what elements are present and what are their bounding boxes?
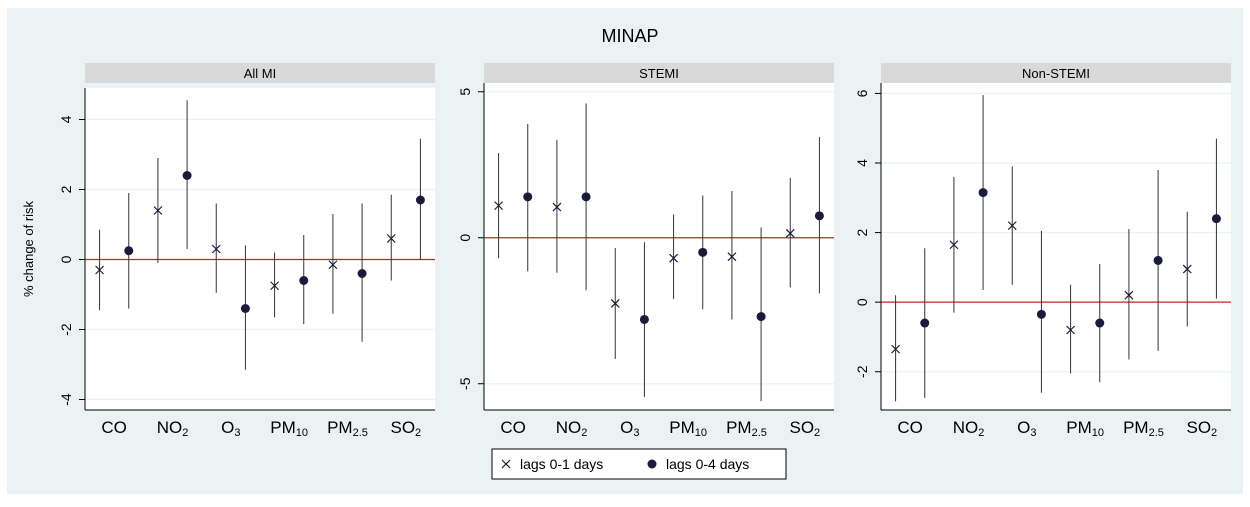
- x-tick-label-so2: SO2: [390, 418, 421, 439]
- point-dot: [920, 318, 930, 328]
- x-tick-label-pm10: PM10: [1066, 418, 1104, 439]
- panel-all-mi: All MI -4 -2 0 2 4 CO NO2 O3 PM10 PM2.5 SO2 % change…: [21, 63, 435, 439]
- panel-non-stemi: Non-STEMI -2 0 2 4 6 CO NO2 O3 PM10 PM2.5 SO2: [854, 63, 1231, 439]
- y-tick-label: 2: [854, 228, 870, 236]
- point-dot: [978, 188, 988, 198]
- series-lags-0-1-days: [95, 158, 396, 318]
- point-x: [891, 344, 901, 354]
- y-tick-label: -2: [854, 365, 870, 378]
- series-lags-0-4-days: [920, 95, 1221, 398]
- panel-title: Non-STEMI: [1022, 66, 1090, 81]
- legend-box: [491, 448, 787, 480]
- point-x: [669, 253, 679, 263]
- series-lags-0-4-days: [523, 103, 824, 402]
- y-tick-label: 4: [58, 115, 74, 123]
- legend-marker-dot: [647, 459, 657, 469]
- point-dot: [1095, 318, 1105, 328]
- point-dot: [1036, 309, 1046, 319]
- plot-area: [881, 83, 1231, 410]
- point-dot: [124, 246, 134, 256]
- panel-strip: [85, 63, 435, 83]
- x-tick-label-so2: SO2: [789, 418, 820, 439]
- y-tick-label: 5: [457, 88, 473, 96]
- point-x: [153, 206, 163, 215]
- y-tick-label: 0: [457, 234, 473, 242]
- x-tick-label-co: CO: [101, 418, 127, 437]
- point-x: [1066, 325, 1076, 335]
- point-x: [328, 260, 338, 270]
- point-dot: [698, 247, 708, 257]
- x-tick-label-pm2-5: PM2.5: [327, 418, 368, 439]
- point-dot: [182, 171, 192, 180]
- legend-label: lags 0-4 days: [666, 456, 749, 472]
- x-tick-label-co: CO: [500, 418, 526, 437]
- point-dot: [581, 192, 591, 202]
- point-dot: [1153, 255, 1163, 265]
- panel-title: STEMI: [639, 66, 679, 81]
- x-tick-label-so2: SO2: [1186, 418, 1217, 439]
- point-x: [494, 201, 504, 211]
- point-dot: [299, 276, 309, 285]
- y-tick-label: 0: [58, 255, 74, 263]
- figure-title: MINAP: [601, 26, 658, 46]
- point-x: [1124, 290, 1134, 300]
- point-x: [727, 252, 737, 262]
- point-x: [386, 234, 396, 243]
- y-tick-label: -5: [457, 377, 473, 390]
- point-x: [949, 240, 959, 250]
- point-x: [95, 265, 105, 275]
- point-x: [610, 299, 620, 308]
- x-tick-label-o3: O3: [1017, 418, 1036, 439]
- point-x: [211, 244, 221, 254]
- x-tick-label-pm10: PM10: [270, 418, 308, 439]
- x-tick-label-co: CO: [897, 418, 923, 437]
- series-lags-0-4-days: [124, 100, 425, 370]
- legend: lags 0-1 days lags 0-4 days: [491, 448, 787, 480]
- point-dot: [415, 195, 425, 205]
- point-dot: [523, 192, 533, 202]
- point-dot: [357, 269, 367, 278]
- point-x: [1182, 264, 1192, 274]
- y-axis-title: % change of risk: [21, 200, 36, 297]
- y-tick-label: 2: [58, 185, 74, 193]
- point-x: [785, 228, 795, 238]
- plot-area: [85, 88, 435, 410]
- point-x: [270, 281, 280, 291]
- series-lags-0-1-days: [494, 139, 795, 359]
- y-tick-label: 4: [854, 159, 870, 167]
- panel-title: All MI: [244, 66, 277, 81]
- panel-strip: [881, 63, 1231, 83]
- x-tick-label-no2: NO2: [556, 418, 588, 439]
- x-tick-label-pm2-5: PM2.5: [1123, 418, 1164, 439]
- point-x: [1007, 221, 1017, 231]
- y-tick-label: 0: [854, 298, 870, 306]
- panels-group: All MI -4 -2 0 2 4 CO NO2 O3 PM10 PM2.5 SO2 % change…: [21, 63, 1231, 439]
- point-dot: [814, 211, 824, 221]
- x-tick-label-o3: O3: [221, 418, 240, 439]
- point-dot: [240, 304, 250, 313]
- series-lags-0-1-days: [891, 166, 1192, 402]
- legend-marker-x: [501, 459, 511, 469]
- point-dot: [756, 312, 766, 322]
- x-tick-label-o3: O3: [620, 418, 639, 439]
- x-tick-label-no2: NO2: [953, 418, 985, 439]
- point-dot: [1211, 214, 1221, 224]
- panel-strip: [484, 63, 834, 83]
- x-tick-label-pm2-5: PM2.5: [726, 418, 767, 439]
- y-tick-label: 6: [854, 89, 870, 97]
- x-tick-label-no2: NO2: [157, 418, 189, 439]
- point-dot: [639, 314, 649, 324]
- y-tick-label: -4: [58, 393, 74, 406]
- legend-label: lags 0-1 days: [520, 456, 603, 472]
- panel-stemi: STEMI -5 0 5 CO NO2 O3 PM10 PM2.5 SO2: [457, 63, 834, 439]
- x-tick-label-pm10: PM10: [669, 418, 707, 439]
- plot-area: [484, 83, 834, 410]
- point-x: [552, 202, 562, 212]
- y-tick-label: -2: [58, 323, 74, 336]
